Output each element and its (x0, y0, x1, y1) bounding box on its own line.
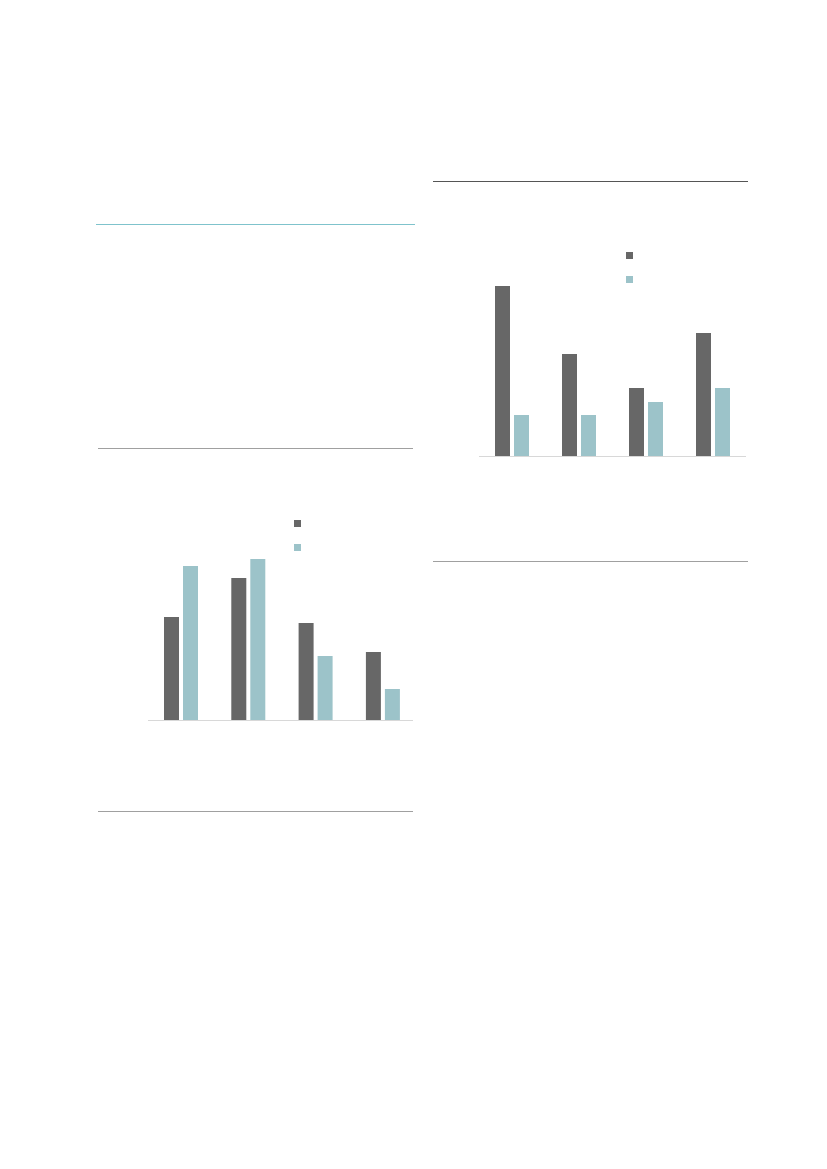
bar-series-1-category-2 (231, 578, 247, 720)
bar-series-1-category-1 (495, 286, 510, 456)
legend-swatch-series-1 (294, 520, 301, 527)
chart-2-bottom-rule (433, 561, 748, 562)
bar-series-1-category-2 (562, 354, 577, 456)
bar-series-2-category-3 (648, 402, 663, 456)
chart-1-bottom-rule (98, 811, 413, 812)
legend-swatch-series-2 (626, 276, 633, 283)
legend-swatch-series-2 (294, 544, 301, 551)
bar-series-2-category-1 (514, 415, 529, 456)
chart-2-top-rule (433, 181, 748, 182)
bar-series-2-category-4 (384, 689, 400, 720)
bar-series-2-category-2 (581, 415, 596, 456)
section-rule-accent (96, 224, 415, 225)
legend-swatch-series-1 (626, 252, 633, 259)
bar-series-2-category-3 (317, 656, 333, 720)
bar-series-1-category-1 (164, 617, 179, 720)
chart-1-top-rule (98, 448, 413, 449)
bar-series-1-category-4 (696, 333, 711, 456)
bar-series-1-category-4 (365, 652, 381, 720)
bar-series-1-category-3 (629, 388, 644, 456)
bar-series-2-category-4 (715, 388, 730, 456)
bar-series-2-category-2 (250, 559, 266, 720)
bar-series-2-category-1 (183, 566, 198, 720)
bar-series-1-category-3 (298, 623, 314, 720)
